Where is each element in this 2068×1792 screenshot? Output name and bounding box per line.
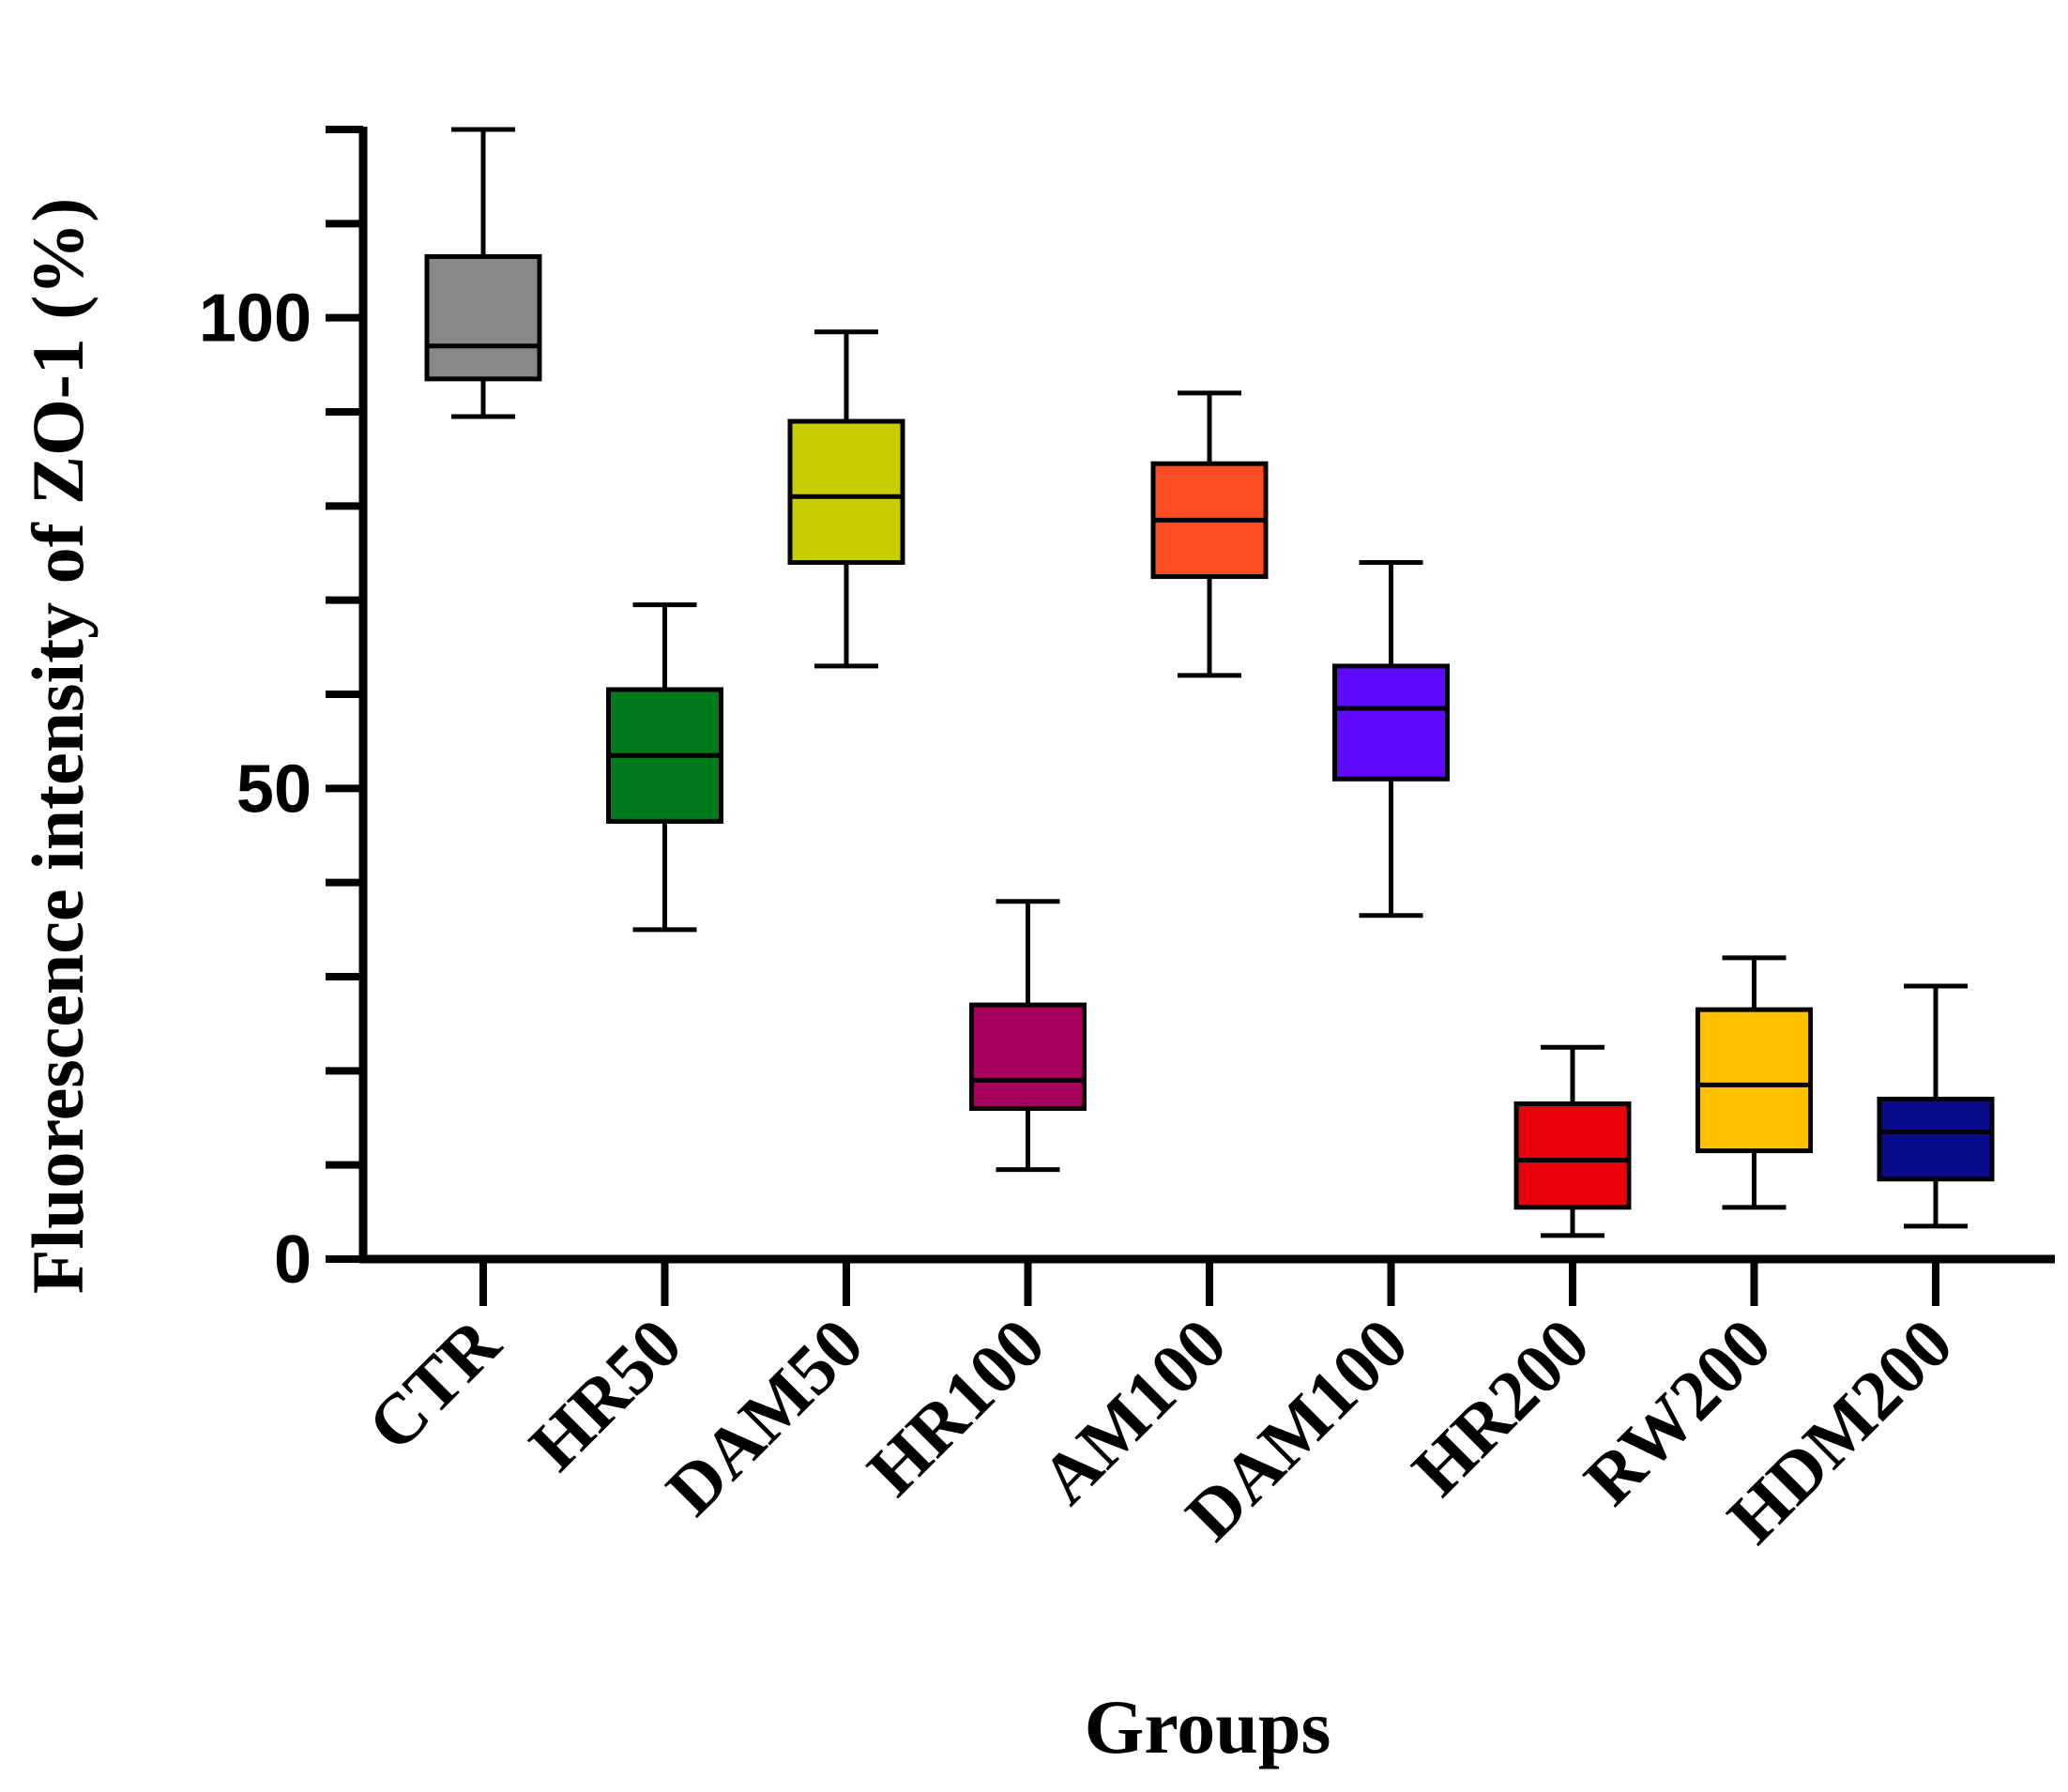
- box-CTR: [424, 253, 542, 382]
- box-HR200: [1513, 1101, 1632, 1210]
- axes: [326, 126, 2055, 1306]
- y-axis-label: Fluorescence intensity of ZO-1 (%): [17, 198, 99, 1294]
- box-DAM50: [787, 418, 905, 566]
- x-tick-label-DAM50: DAM50: [652, 1304, 878, 1530]
- x-axis-label: Groups: [1085, 1684, 1331, 1769]
- boxes: [424, 127, 1995, 1238]
- box-HDM200: [1877, 1096, 1995, 1182]
- y-tick-label: 0: [274, 1223, 312, 1298]
- x-tick-label-HR100: HR100: [853, 1304, 1060, 1511]
- x-tick-label-HR200: HR200: [1397, 1304, 1604, 1511]
- x-tick-label-CTR: CTR: [353, 1303, 516, 1466]
- box-HR100: [969, 1002, 1087, 1111]
- y-tick-label: 100: [199, 281, 312, 357]
- box-DAM100: [1332, 663, 1450, 782]
- box-RW200: [1695, 1007, 1813, 1154]
- y-tick-label: 50: [236, 752, 312, 827]
